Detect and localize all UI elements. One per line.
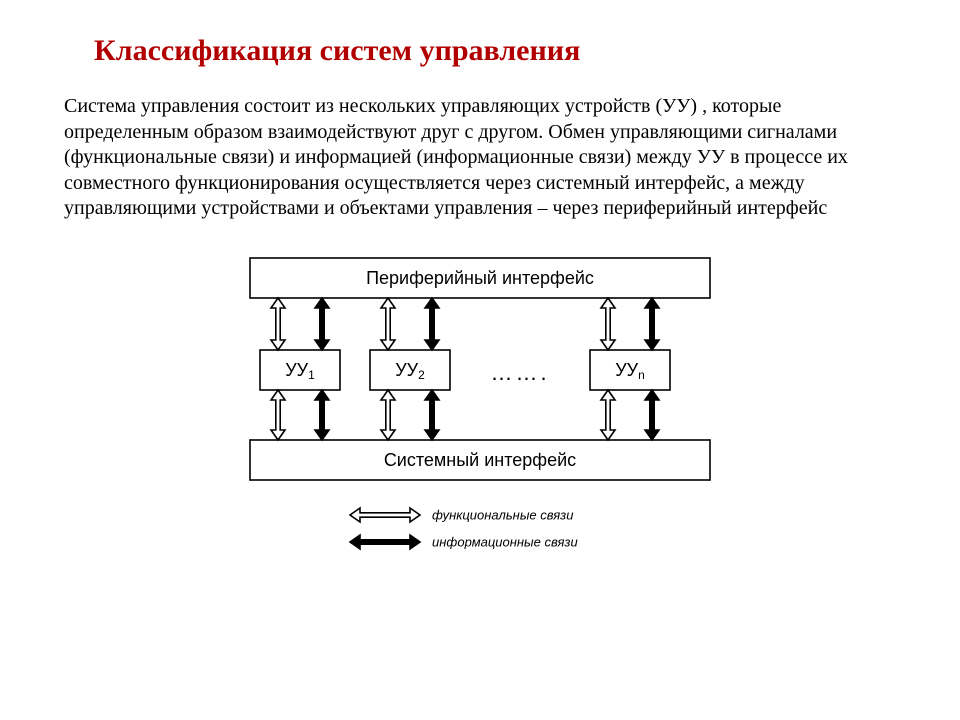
diagram-svg: Периферийный интерфейс Системный интерфей… (230, 250, 730, 570)
informational-link-bottom-1 (315, 390, 329, 440)
informational-link-top-5 (645, 298, 659, 350)
informational-link-bottom-3 (425, 390, 439, 440)
slide-title: Классификация систем управления (94, 34, 896, 68)
legend-label-0: функциональные связи (432, 507, 573, 522)
slide-body: Система управления состоит из нескольких… (64, 94, 896, 222)
legend-label-1: информационные связи (432, 534, 578, 549)
informational-link-top-1 (315, 298, 329, 350)
informational-link-bottom-5 (645, 390, 659, 440)
informational-link-top-3 (425, 298, 439, 350)
diagram-container: Периферийный интерфейс Системный интерфей… (230, 250, 730, 570)
functional-link-top-0 (271, 298, 285, 350)
functional-link-bottom-2 (381, 390, 395, 440)
ellipsis: ……. (490, 360, 549, 385)
system-interface-box-label: Системный интерфейс (384, 450, 576, 470)
peripheral-interface-box-label: Периферийный интерфейс (366, 268, 594, 288)
functional-link-top-4 (601, 298, 615, 350)
functional-link-bottom-4 (601, 390, 615, 440)
functional-link-bottom-0 (271, 390, 285, 440)
legend-arrow-open (350, 508, 420, 522)
functional-link-top-2 (381, 298, 395, 350)
legend-arrow-filled (350, 535, 420, 549)
